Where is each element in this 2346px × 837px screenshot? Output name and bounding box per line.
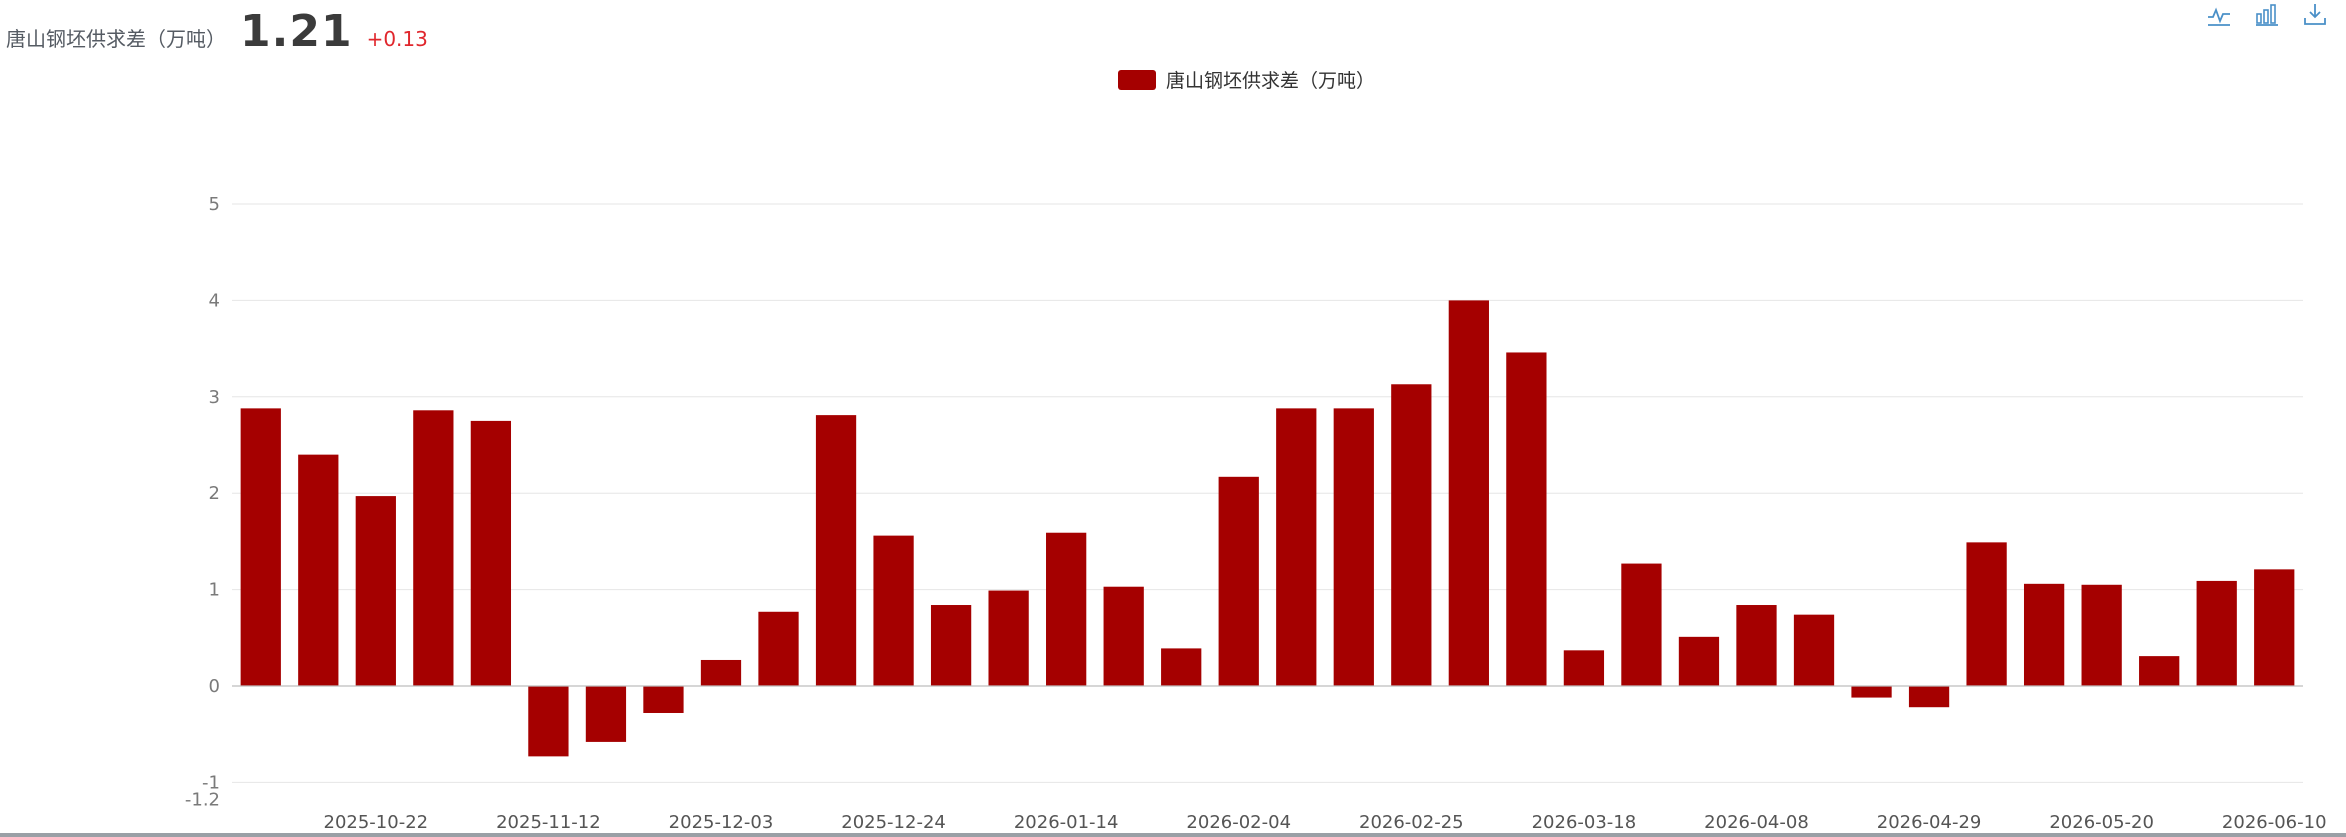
x-tick-label: 2026-04-08 [1704,812,1809,833]
x-tick-label: 2025-11-12 [496,812,601,833]
bar[interactable] [585,686,627,742]
bar[interactable] [2196,580,2237,686]
y-tick-label: 5 [209,194,220,215]
bar[interactable] [355,496,396,686]
y-tick-label: 1 [209,580,220,601]
bar[interactable] [1103,586,1144,686]
bar[interactable] [1678,636,1720,686]
bars [240,300,2295,757]
bar[interactable] [2254,569,2295,686]
bar[interactable] [470,420,512,686]
x-tick-label: 2026-02-25 [1359,812,1464,833]
x-axis-labels: 2025-10-22 2025-11-12 2025-12-03 2025-12-24… [324,812,2327,833]
bar[interactable] [1563,650,1605,686]
x-tick-label: 2026-06-10 [2222,812,2327,833]
y-tick-label: 4 [209,290,220,311]
bar[interactable] [240,408,281,686]
y-tick-label: -1 [202,772,220,793]
bar[interactable] [1046,532,1087,686]
bar[interactable] [1506,352,1547,686]
bar-chart-icon[interactable] [2254,2,2280,28]
change-value: +0.13 [366,27,428,51]
bar[interactable] [1218,476,1259,686]
chart-header: 唐山钢坯供求差（万吨） 1.21 +0.13 [6,6,428,57]
bar[interactable] [1621,563,1662,686]
bar[interactable] [873,535,914,686]
bar[interactable] [988,590,1029,686]
x-tick-label: 2026-02-04 [1186,812,1291,833]
bar[interactable] [2139,656,2180,686]
bar[interactable] [298,454,339,686]
y-tick-label: 3 [209,387,220,408]
bar[interactable] [1448,300,1489,686]
bar[interactable] [643,686,684,713]
bar[interactable] [2023,583,2065,686]
x-tick-label: 2025-10-22 [324,812,429,833]
bar[interactable] [1851,686,1892,698]
bar[interactable] [930,605,972,686]
chart-legend[interactable]: 唐山钢坯供求差（万吨） [1118,66,1375,93]
x-tick-label: 2026-01-14 [1014,812,1119,833]
bar[interactable] [1966,542,2007,686]
download-icon[interactable] [2302,2,2328,28]
latest-value: 1.21 [240,6,353,57]
series-title: 唐山钢坯供求差（万吨） [6,27,226,51]
y-tick-label: 2 [209,483,220,504]
bar[interactable] [413,410,454,686]
y-tick-label: 0 [209,676,220,697]
x-tick-label: 2026-04-29 [1877,812,1982,833]
bar[interactable] [1161,648,1202,686]
bar[interactable] [758,611,799,686]
bar[interactable] [700,659,742,686]
bar[interactable] [528,686,569,757]
chart-toolbar [2206,2,2328,28]
legend-label: 唐山钢坯供求差（万吨） [1166,70,1376,92]
x-tick-label: 2026-03-18 [1532,812,1637,833]
bar[interactable] [1333,408,1374,686]
bar[interactable] [1908,686,1950,708]
bar[interactable] [815,415,857,686]
bottom-scroll-edge [0,833,2346,837]
x-tick-label: 2025-12-03 [669,812,774,833]
gridlines [232,203,2303,783]
legend-swatch [1118,69,1156,90]
bar[interactable] [1276,408,1317,686]
bar[interactable] [1736,605,1777,686]
bar[interactable] [2081,584,2122,686]
line-chart-icon[interactable] [2206,2,2232,28]
y-axis-labels: 5 4 3 2 1 0 -1-1.2 [185,194,220,811]
bar[interactable] [1391,384,1432,686]
x-tick-label: 2025-12-24 [841,812,946,833]
y-tick-label: -1.2 [185,790,220,811]
x-tick-label: 2026-05-20 [2049,812,2154,833]
bar[interactable] [1793,614,1835,686]
